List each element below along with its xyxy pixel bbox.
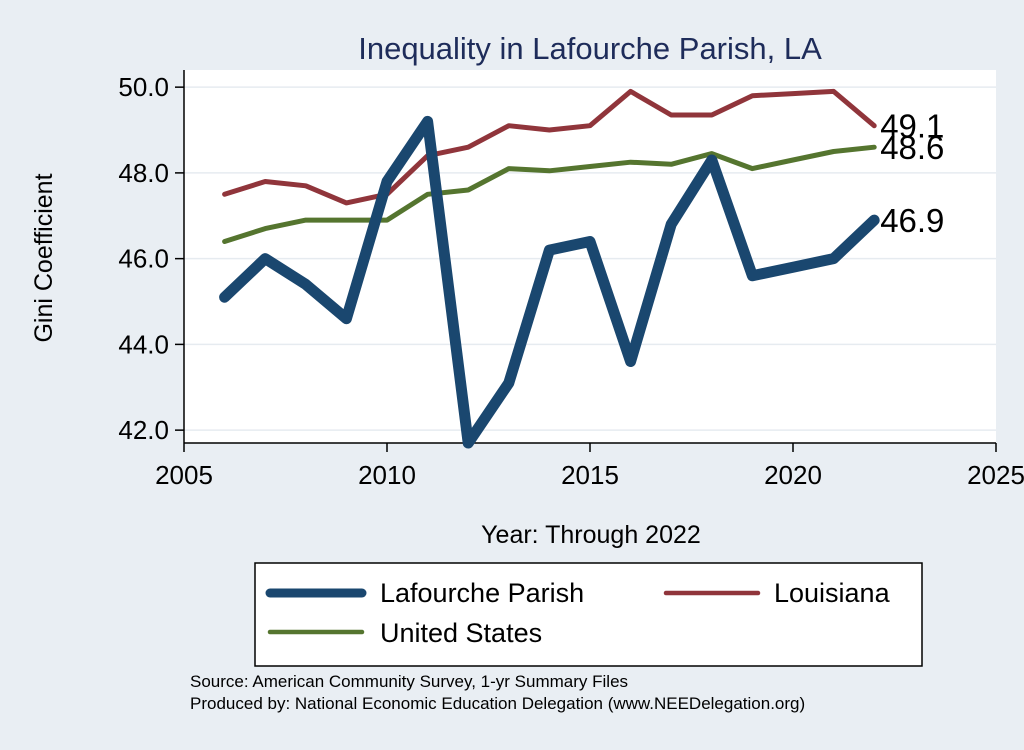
y-tick-label: 44.0 — [118, 329, 169, 359]
x-tick-label: 2005 — [155, 460, 213, 490]
series-lines — [219, 88, 880, 449]
y-tick-label: 42.0 — [118, 415, 169, 445]
series-line-louisiana — [222, 88, 877, 206]
axes: 42.0 44.0 46.0 48.0 50.0 2005 2010 2015 2020 2025 — [118, 70, 1024, 490]
x-tick-label: 2020 — [764, 460, 822, 490]
producer-note: Produced by: National Economic Education… — [190, 694, 805, 713]
end-label-louisiana: 49.1 — [880, 108, 944, 145]
x-tick-label: 2010 — [358, 460, 416, 490]
y-tick-label: 48.0 — [118, 158, 169, 188]
y-axis-label: Gini Coefficient — [30, 173, 58, 342]
series-line-lafourche-parish — [219, 115, 880, 449]
legend-box — [254, 562, 923, 667]
x-axis-label: Year: Through 2022 — [481, 521, 701, 549]
series-line-united-states — [222, 144, 877, 244]
y-tick-label: 50.0 — [118, 72, 169, 102]
x-tick-label: 2025 — [967, 460, 1024, 490]
y-tick-label: 46.0 — [118, 244, 169, 274]
source-note: Source: American Community Survey, 1-yr … — [190, 672, 628, 691]
chart-title: Inequality in Lafourche Parish, LA — [358, 31, 822, 66]
legend-label-united-states: United States — [380, 618, 542, 648]
legend-label-lafourche: Lafourche Parish — [380, 578, 584, 608]
x-tick-label: 2015 — [561, 460, 619, 490]
end-label-united-states: 48.6 — [880, 129, 944, 166]
legend: Lafourche Parish Louisiana United States — [254, 562, 923, 667]
end-labels: 46.9 49.148.6 — [880, 108, 944, 239]
end-label-lafourche-parish: 46.9 — [880, 202, 944, 239]
legend-label-louisiana: Louisiana — [774, 578, 891, 608]
